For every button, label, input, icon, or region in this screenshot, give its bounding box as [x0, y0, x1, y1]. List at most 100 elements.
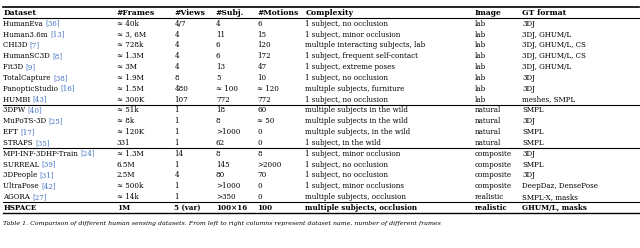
Text: 1M: 1M — [117, 204, 130, 212]
Text: 1: 1 — [174, 182, 179, 190]
Text: [40]: [40] — [28, 106, 42, 114]
Text: SMPL: SMPL — [522, 139, 544, 147]
Text: 3DJ, GHUM/L, CS: 3DJ, GHUM/L, CS — [522, 52, 586, 60]
Text: 70: 70 — [257, 171, 267, 179]
Text: [8]: [8] — [52, 52, 62, 60]
Text: GHUM/L, masks: GHUM/L, masks — [522, 204, 588, 212]
Text: ≈ 3, 6M: ≈ 3, 6M — [117, 31, 146, 38]
Text: 60: 60 — [257, 106, 267, 114]
Text: [35]: [35] — [35, 139, 49, 147]
Text: SMPL: SMPL — [522, 128, 544, 136]
Text: ≈ 51k: ≈ 51k — [117, 106, 138, 114]
Text: 2.5M: 2.5M — [117, 171, 136, 179]
Text: lab: lab — [475, 95, 486, 103]
Text: [25]: [25] — [49, 117, 63, 125]
Text: ≈ 300K: ≈ 300K — [117, 95, 144, 103]
Text: 13: 13 — [216, 63, 225, 71]
Text: Dataset: Dataset — [3, 9, 36, 17]
Text: ≈ 120: ≈ 120 — [257, 85, 279, 93]
Text: multiple subjects, occlusion: multiple subjects, occlusion — [305, 193, 406, 201]
Text: natural: natural — [475, 139, 501, 147]
Text: PanopticStudio: PanopticStudio — [3, 85, 60, 93]
Text: lab: lab — [475, 20, 486, 28]
Text: 772: 772 — [216, 95, 230, 103]
Text: [7]: [7] — [30, 41, 40, 49]
Text: 3DJ: 3DJ — [522, 20, 536, 28]
Text: #Views: #Views — [174, 9, 205, 17]
Text: lab: lab — [475, 74, 486, 82]
Text: 4/7: 4/7 — [174, 20, 186, 28]
Text: 4: 4 — [174, 52, 179, 60]
Text: 6: 6 — [216, 41, 221, 49]
Text: 5 (var): 5 (var) — [174, 204, 201, 212]
Text: ≈ 1.9M: ≈ 1.9M — [117, 74, 144, 82]
Text: ≈ 1.3M: ≈ 1.3M — [117, 150, 143, 158]
Text: STRAPS: STRAPS — [3, 139, 35, 147]
Text: 1 subject, minor occlusions: 1 subject, minor occlusions — [305, 182, 404, 190]
Text: 0: 0 — [257, 182, 262, 190]
Text: Complexity: Complexity — [305, 9, 353, 17]
Text: 3DJ, GHUM/L: 3DJ, GHUM/L — [522, 63, 572, 71]
Text: SMPL-X, masks: SMPL-X, masks — [522, 193, 579, 201]
Text: 1: 1 — [174, 193, 179, 201]
Text: 1 subject, in the wild: 1 subject, in the wild — [305, 139, 381, 147]
Text: 1: 1 — [174, 106, 179, 114]
Text: [38]: [38] — [53, 74, 68, 82]
Text: Table 1. Comparison of different human sensing datasets. From left to right colu: Table 1. Comparison of different human s… — [3, 221, 441, 226]
Text: 3DJ, GHUM/L: 3DJ, GHUM/L — [522, 31, 572, 38]
Text: lab: lab — [475, 31, 486, 38]
Text: composite: composite — [475, 160, 512, 169]
Text: DeepDaz, DensePose: DeepDaz, DensePose — [522, 182, 598, 190]
Text: [27]: [27] — [33, 193, 47, 201]
Text: ≈ 500k: ≈ 500k — [117, 182, 143, 190]
Text: multiple subjects in the wild: multiple subjects in the wild — [305, 117, 408, 125]
Text: Fit3D: Fit3D — [3, 63, 26, 71]
Text: 1 subject, extreme poses: 1 subject, extreme poses — [305, 63, 396, 71]
Text: multiple subjects, furniture: multiple subjects, furniture — [305, 85, 404, 93]
Text: HSPACE: HSPACE — [3, 204, 36, 212]
Text: 1 subject, no occlusion: 1 subject, no occlusion — [305, 95, 388, 103]
Text: ≈ 40k: ≈ 40k — [117, 20, 139, 28]
Text: 0: 0 — [257, 139, 262, 147]
Text: [42]: [42] — [41, 182, 56, 190]
Text: MPI-INF-3DHP-Train: MPI-INF-3DHP-Train — [3, 150, 81, 158]
Text: [17]: [17] — [20, 128, 35, 136]
Text: meshes, SMPL: meshes, SMPL — [522, 95, 575, 103]
Text: ≈ 100: ≈ 100 — [216, 85, 238, 93]
Text: 15: 15 — [257, 31, 266, 38]
Text: 480: 480 — [174, 85, 188, 93]
Text: 3DJ, GHUM/L, CS: 3DJ, GHUM/L, CS — [522, 41, 586, 49]
Text: 8: 8 — [174, 74, 179, 82]
Text: 4: 4 — [174, 171, 179, 179]
Text: 18: 18 — [216, 106, 225, 114]
Text: SMPL: SMPL — [522, 106, 544, 114]
Text: 4: 4 — [174, 63, 179, 71]
Text: 1 subject, no occlusion: 1 subject, no occlusion — [305, 171, 388, 179]
Text: #Subj.: #Subj. — [216, 9, 244, 17]
Text: SMPL: SMPL — [522, 160, 544, 169]
Text: ≈ 14k: ≈ 14k — [117, 193, 139, 201]
Text: 145: 145 — [216, 160, 230, 169]
Text: [16]: [16] — [60, 85, 75, 93]
Text: Image: Image — [475, 9, 502, 17]
Text: >2000: >2000 — [257, 160, 282, 169]
Text: multiple interacting subjects, lab: multiple interacting subjects, lab — [305, 41, 426, 49]
Text: #Frames: #Frames — [117, 9, 155, 17]
Text: composite: composite — [475, 182, 512, 190]
Text: 1: 1 — [174, 128, 179, 136]
Text: 1 subject, no occlusion: 1 subject, no occlusion — [305, 160, 388, 169]
Text: 1: 1 — [174, 117, 179, 125]
Text: 47: 47 — [257, 63, 267, 71]
Text: [13]: [13] — [50, 31, 65, 38]
Text: 3DJ: 3DJ — [522, 117, 536, 125]
Text: ≈ 120K: ≈ 120K — [117, 128, 144, 136]
Text: realistic: realistic — [475, 204, 508, 212]
Text: EFT: EFT — [3, 128, 20, 136]
Text: UltraPose: UltraPose — [3, 182, 41, 190]
Text: 80: 80 — [216, 171, 225, 179]
Text: 3DJ: 3DJ — [522, 85, 536, 93]
Text: 6: 6 — [216, 52, 221, 60]
Text: 14: 14 — [174, 150, 184, 158]
Text: 6: 6 — [257, 20, 262, 28]
Text: 3DPW: 3DPW — [3, 106, 28, 114]
